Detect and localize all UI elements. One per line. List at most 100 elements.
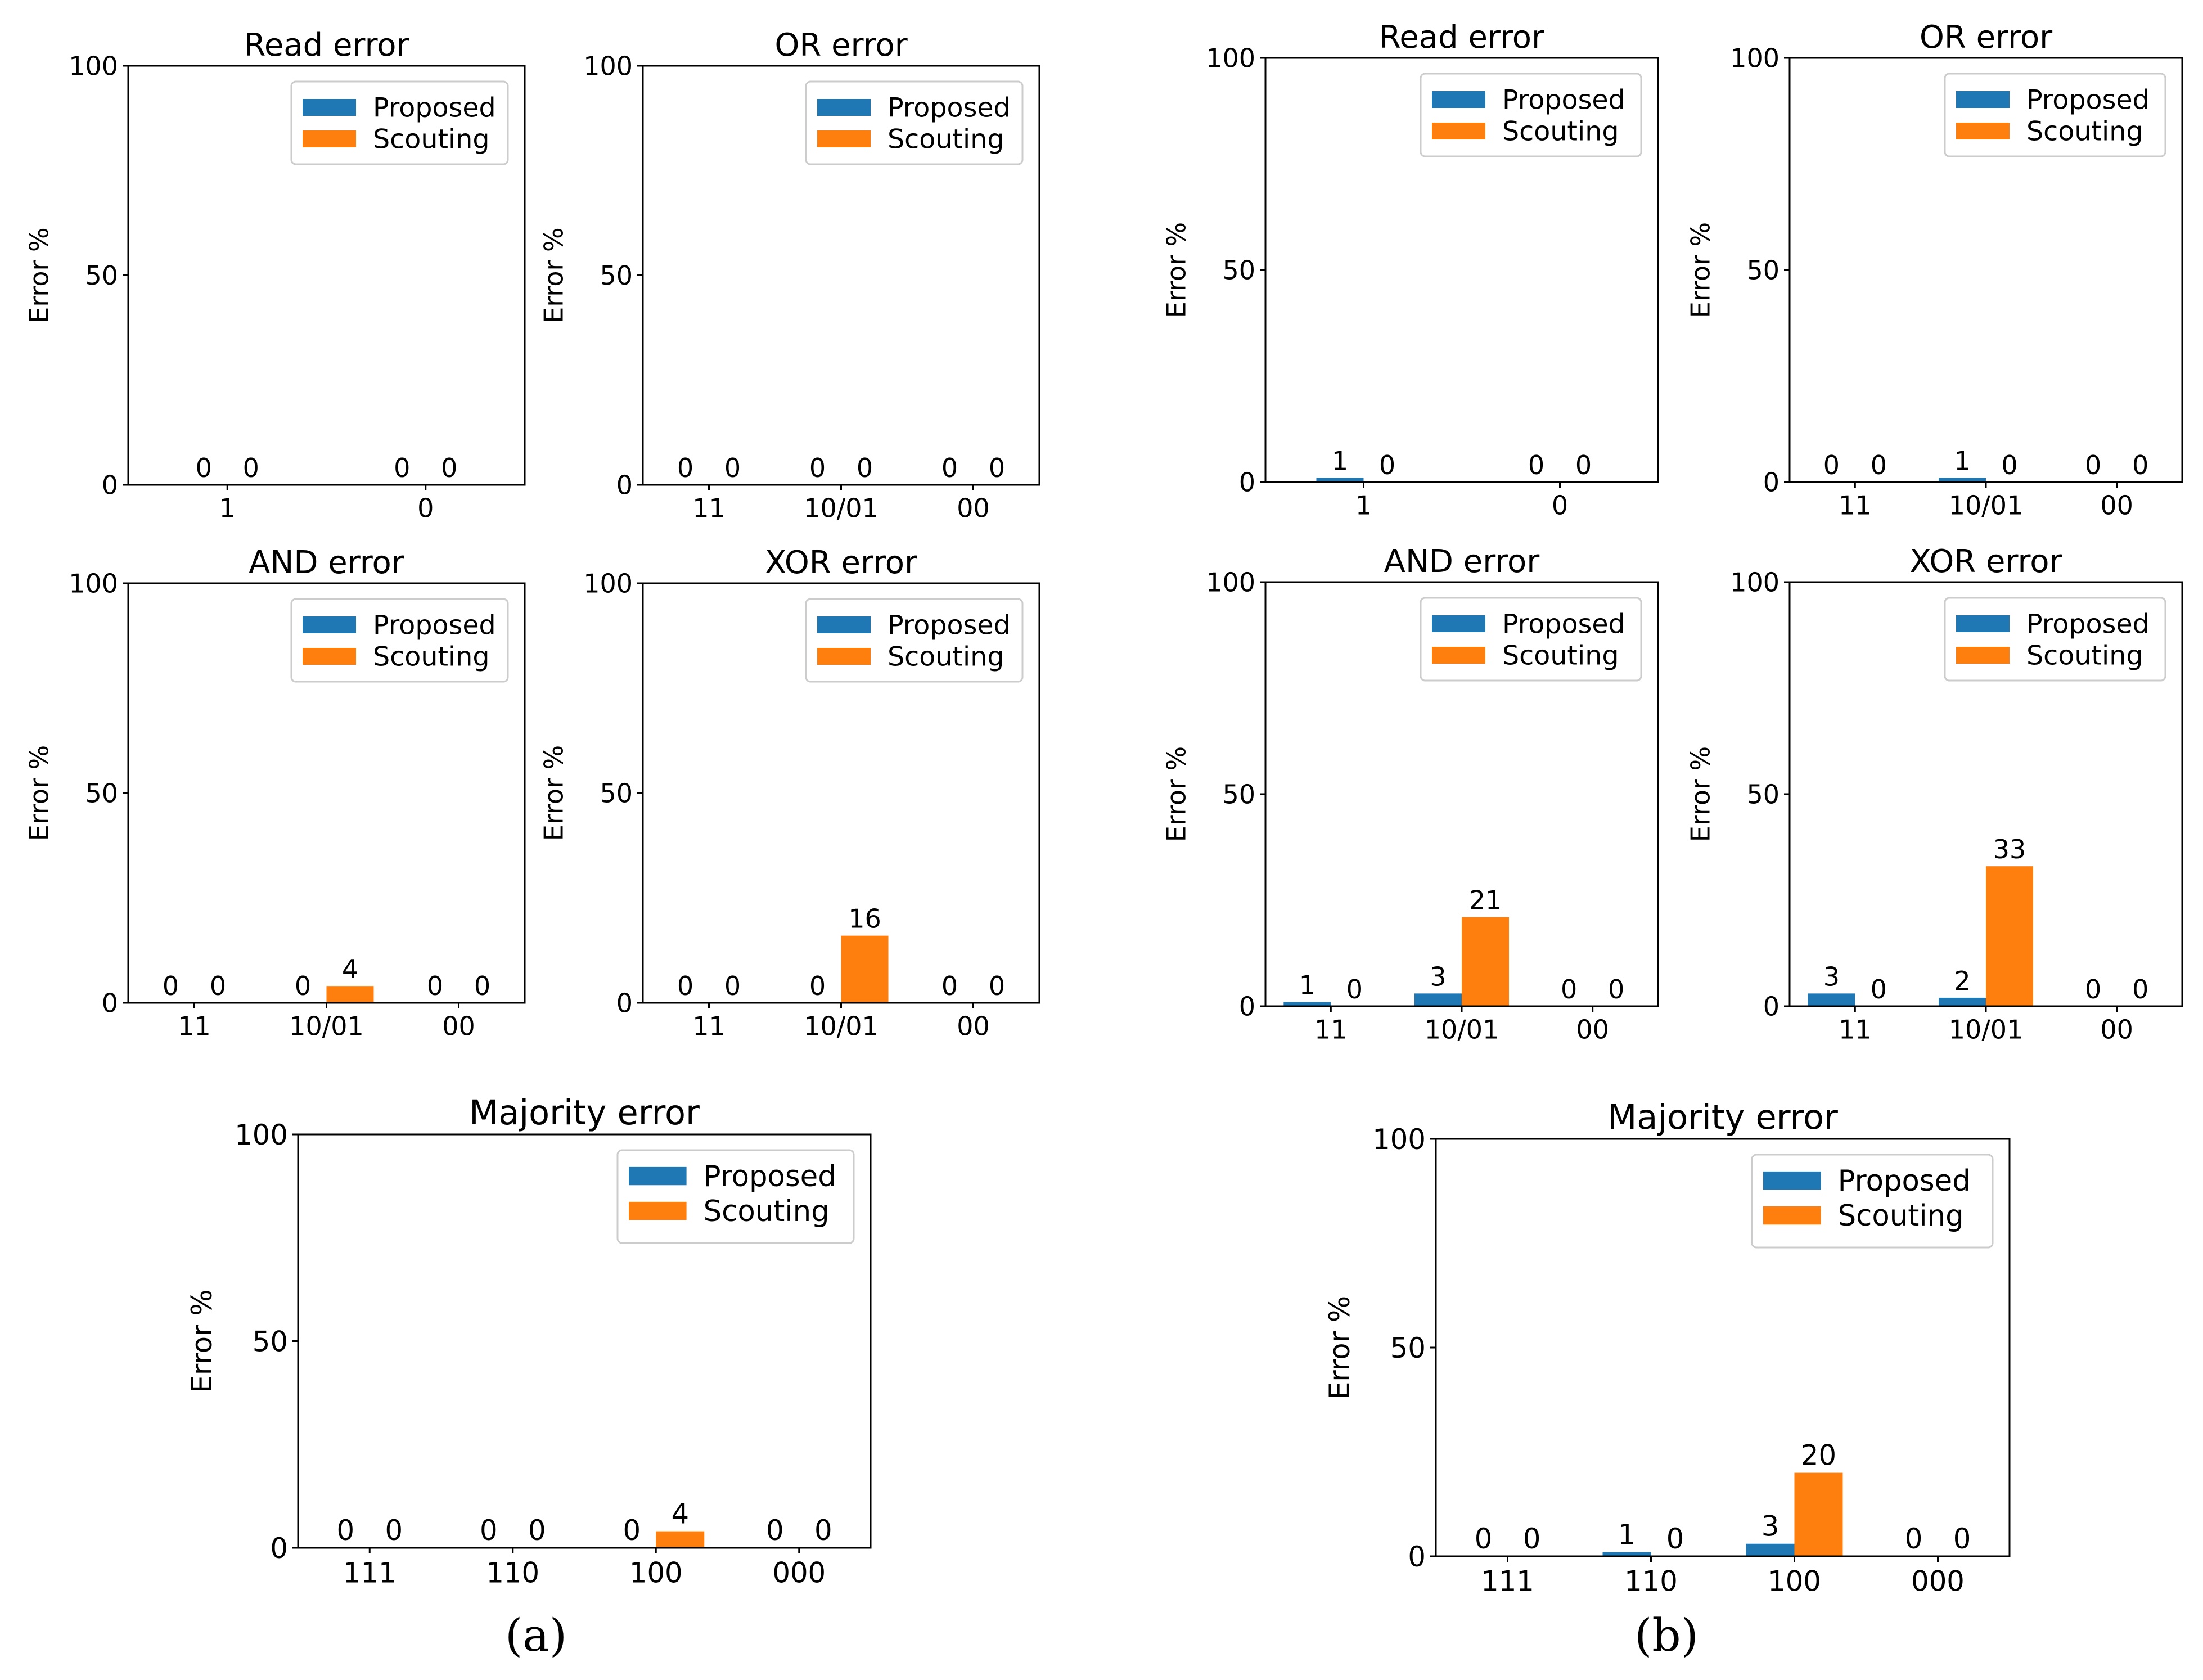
legend-swatch-proposed [1956, 615, 2010, 632]
y-tick-label: 100 [69, 51, 118, 82]
x-tick-label: 11 [178, 1011, 211, 1042]
y-tick-label: 0 [616, 988, 633, 1019]
plot-frame [1435, 1138, 2011, 1557]
x-tick-label: 10/01 [1425, 1015, 1499, 1045]
panel-label-a: (a) [505, 1609, 567, 1661]
legend-swatch-proposed [629, 1166, 687, 1186]
bar-value-label: 0 [1475, 1523, 1493, 1555]
legend-label-proposed: Proposed [1502, 85, 1625, 116]
legend-label-proposed: Proposed [887, 610, 1011, 641]
bar-value-label: 0 [441, 453, 457, 483]
chart-title: OR error [1920, 19, 2053, 56]
chart-title: Majority error [469, 1093, 700, 1133]
legend-label-proposed: Proposed [704, 1160, 836, 1193]
legend-label-proposed: Proposed [887, 93, 1011, 124]
y-tick-label: 0 [102, 470, 118, 501]
legend-label-proposed: Proposed [2026, 85, 2150, 116]
bar-value-label: 0 [1561, 974, 1577, 1005]
y-tick-label: 50 [600, 778, 633, 809]
x-tick-label: 111 [343, 1556, 397, 1589]
bar-proposed [1939, 997, 1986, 1006]
bar-value-label: 16 [848, 904, 881, 934]
plot-frame [1788, 581, 2183, 1007]
bar-value-label: 0 [1871, 450, 1887, 480]
bar-value-label: 0 [623, 1514, 641, 1547]
legend-swatch-proposed [817, 616, 871, 633]
y-tick-label: 50 [253, 1325, 288, 1358]
bar-value-label: 0 [480, 1514, 498, 1547]
legend-swatch-proposed [1432, 615, 1485, 632]
bar-value-label: 21 [1469, 885, 1502, 916]
x-tick-label: 110 [1624, 1565, 1678, 1597]
bar-value-label: 0 [724, 453, 741, 483]
legend-swatch-proposed [817, 99, 871, 116]
legend-label-scouting: Scouting [373, 124, 490, 155]
y-tick-label: 50 [1746, 780, 1779, 810]
x-tick-label: 100 [629, 1556, 683, 1589]
legend-label-proposed: Proposed [1838, 1164, 1971, 1198]
legend-swatch-scouting [1763, 1206, 1821, 1225]
x-tick-label: 000 [772, 1556, 826, 1589]
plot-frame [127, 65, 526, 486]
legend-label-scouting: Scouting [2026, 116, 2143, 147]
legend-swatch-proposed [1956, 91, 2010, 108]
chart-title: AND error [249, 544, 405, 581]
bar-proposed [1283, 1002, 1331, 1006]
x-tick-label: 0 [1552, 490, 1568, 521]
legend-swatch-proposed [303, 616, 356, 633]
y-tick-label: 100 [1372, 1123, 1426, 1156]
x-tick-label: 110 [486, 1556, 539, 1589]
y-tick-label: 0 [1408, 1541, 1426, 1573]
bar-value-label: 0 [1523, 1523, 1541, 1555]
legend-swatch-scouting [303, 648, 356, 665]
bar-value-label: 0 [336, 1514, 354, 1547]
bar-value-label: 0 [989, 453, 1005, 483]
bar-value-label: 0 [1871, 974, 1887, 1005]
plot-frame [127, 582, 526, 1004]
x-tick-label: 10/01 [1949, 1015, 2024, 1045]
chart-title: OR error [774, 27, 908, 64]
bar-value-label: 0 [724, 971, 741, 1001]
legend-swatch-scouting [629, 1201, 687, 1220]
bar-proposed [1602, 1552, 1651, 1556]
bar-value-label: 0 [1608, 974, 1624, 1005]
y-tick-label: 0 [102, 988, 118, 1019]
legend-label-scouting: Scouting [1838, 1199, 1964, 1233]
x-tick-label: 00 [442, 1011, 475, 1042]
legend-label-proposed: Proposed [373, 93, 496, 124]
bar-value-label: 4 [342, 954, 358, 984]
legend-label-scouting: Scouting [1502, 641, 1619, 672]
bar-proposed [1746, 1543, 1795, 1556]
y-tick-label: 50 [1222, 780, 1255, 810]
plot-frame [1788, 57, 2183, 483]
bar-value-label: 1 [1332, 445, 1348, 476]
bar-value-label: 0 [677, 971, 693, 1001]
y-tick-label: 100 [69, 569, 118, 599]
bar-value-label: 0 [2085, 974, 2101, 1005]
legend-label-proposed: Proposed [373, 610, 496, 641]
bar-value-label: 0 [295, 971, 311, 1001]
y-tick-label: 100 [583, 51, 633, 82]
bar-value-label: 0 [210, 971, 226, 1001]
y-tick-label: 50 [85, 778, 118, 809]
legend-label-proposed: Proposed [1502, 609, 1625, 640]
bar-value-label: 20 [1801, 1439, 1836, 1472]
legend-label-scouting: Scouting [1502, 116, 1619, 147]
bar-value-label: 3 [1430, 961, 1446, 992]
legend-swatch-scouting [1432, 123, 1485, 139]
chart-title: Read error [244, 27, 409, 64]
bar-value-label: 1 [1299, 970, 1316, 1000]
bar-value-label: 0 [243, 453, 259, 483]
bar-value-label: 0 [385, 1514, 403, 1547]
plot-frame [1264, 581, 1659, 1007]
bar-scouting [1462, 917, 1509, 1006]
legend-swatch-scouting [303, 130, 356, 147]
bar-value-label: 0 [1823, 450, 1840, 480]
y-tick-label: 50 [600, 260, 633, 291]
